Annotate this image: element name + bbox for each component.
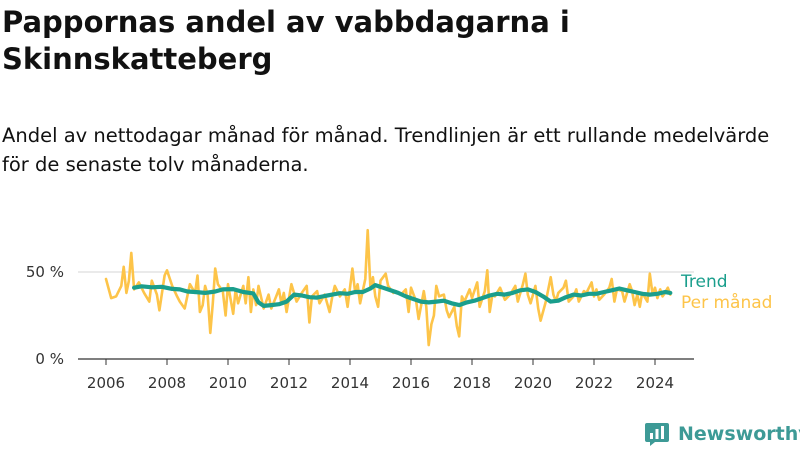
x-tick-label: 2016: [392, 374, 430, 392]
x-tick-label: 2020: [514, 374, 552, 392]
tick-labels: 0 % 50 % 2006 2008 2010 2012 2014 2016 2018 2020 2…: [26, 263, 674, 392]
grid: [78, 271, 694, 360]
y-tick-label: 0 %: [35, 350, 64, 368]
page-title: Pappornas andel av vabbdagarna i Skinnsk…: [2, 5, 570, 76]
series-lines: [104, 228, 673, 347]
x-tick-label: 2010: [209, 374, 247, 392]
brand-name: Newsworthy: [678, 423, 800, 445]
newsworthy-logo-icon: [645, 423, 669, 446]
x-tick-label: 2008: [148, 374, 186, 392]
x-tick-label: 2018: [453, 374, 491, 392]
page-subtitle: Andel av nettodagar månad för månad. Tre…: [2, 124, 770, 176]
legend-label-trend: Trend: [680, 272, 728, 292]
x-tick-label: 2014: [331, 374, 369, 392]
newsworthy-brand: Newsworthy: [644, 419, 800, 449]
x-tick-label: 2006: [87, 374, 125, 392]
series-line-trend: [132, 283, 673, 308]
x-tick-label: 2022: [575, 374, 613, 392]
y-tick-label: 50 %: [26, 263, 64, 281]
x-tick-label: 2024: [636, 374, 674, 392]
legend-label-per-manad: Per månad: [681, 292, 772, 313]
x-tick-label: 2012: [270, 374, 308, 392]
